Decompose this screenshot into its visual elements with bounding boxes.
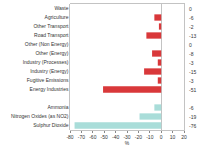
- svg-text:-19: -19: [189, 114, 196, 120]
- svg-text:0: 0: [160, 134, 163, 140]
- svg-text:-2: -2: [189, 24, 194, 30]
- svg-text:-60: -60: [89, 134, 96, 140]
- svg-text:-6: -6: [189, 105, 194, 111]
- svg-text:-6: -6: [189, 15, 194, 21]
- svg-text:-70: -70: [78, 134, 85, 140]
- svg-text:-50: -50: [101, 134, 108, 140]
- svg-text:Other Transport: Other Transport: [33, 23, 69, 29]
- svg-text:Agriculture: Agriculture: [45, 14, 69, 20]
- svg-text:-80: -80: [66, 134, 73, 140]
- svg-text:Energy Industries: Energy Industries: [30, 86, 69, 92]
- svg-text:-13: -13: [189, 33, 196, 39]
- svg-text:Ammonia: Ammonia: [47, 104, 68, 110]
- svg-text:-10: -10: [146, 134, 153, 140]
- svg-text:Sulphur Dioxide: Sulphur Dioxide: [33, 122, 69, 128]
- svg-text:10: 10: [170, 134, 176, 140]
- svg-text:-20: -20: [135, 134, 142, 140]
- svg-text:-3: -3: [189, 78, 194, 84]
- svg-text:-3: -3: [189, 60, 194, 66]
- svg-text:Industry (Processes): Industry (Processes): [23, 59, 69, 65]
- svg-text:-30: -30: [123, 134, 130, 140]
- svg-text:Waste: Waste: [55, 5, 69, 11]
- svg-text:Nitrogen Oxides (as NO2): Nitrogen Oxides (as NO2): [11, 113, 69, 119]
- svg-text:Other (Non Energy): Other (Non Energy): [25, 41, 69, 47]
- svg-text:-76: -76: [189, 123, 196, 129]
- svg-text:0: 0: [189, 6, 192, 12]
- svg-text:Road Transport: Road Transport: [34, 32, 69, 38]
- svg-text:Other (Energy): Other (Energy): [35, 50, 68, 56]
- svg-text:-51: -51: [189, 87, 196, 93]
- svg-text:20: 20: [181, 134, 187, 140]
- svg-text:0: 0: [189, 42, 192, 48]
- svg-text:-8: -8: [189, 51, 194, 57]
- svg-text:-15: -15: [189, 69, 196, 75]
- svg-text:%: %: [125, 140, 130, 146]
- svg-text:Fugitive Emissions: Fugitive Emissions: [27, 77, 69, 83]
- svg-text:Industry (Energy): Industry (Energy): [30, 68, 69, 74]
- svg-text:-40: -40: [112, 134, 119, 140]
